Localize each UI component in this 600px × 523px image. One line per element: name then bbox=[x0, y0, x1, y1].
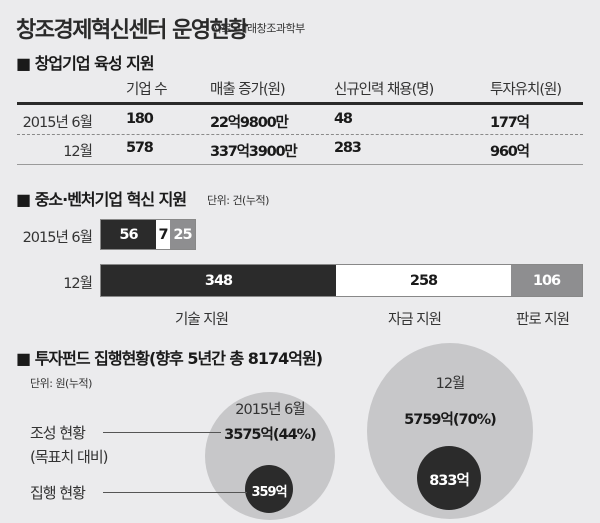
stacked-bar-dec: 348 258 106 bbox=[100, 264, 583, 297]
column-header-companies: 기업 수 bbox=[126, 82, 168, 98]
row-label-dec: 12월 bbox=[63, 144, 93, 160]
column-header-sales: 매출 증가(원) bbox=[210, 82, 286, 98]
column-header-investment: 투자유치(원) bbox=[490, 82, 562, 98]
cell: 48 bbox=[334, 111, 353, 127]
bar-segment-market: 25 bbox=[170, 220, 195, 249]
cell: 180 bbox=[126, 111, 154, 127]
section3-unit: 단위: 원(누적) bbox=[30, 377, 92, 390]
bar-segment-fund: 258 bbox=[336, 265, 511, 296]
bar-segment-market: 106 bbox=[511, 265, 582, 296]
table-top-rule bbox=[17, 102, 583, 105]
period-label-dec: 12월 bbox=[435, 376, 466, 392]
execution-value-dec: 833억 bbox=[429, 473, 470, 489]
legend-fund-support: 자금 지원 bbox=[388, 312, 442, 328]
bar-label-dec: 12월 bbox=[63, 276, 93, 292]
bar-segment-tech: 348 bbox=[101, 265, 336, 296]
cell: 283 bbox=[334, 140, 362, 156]
source-note: 자료: 미래창조과학부 bbox=[212, 22, 305, 35]
section2-title: ■ 중소·벤처기업 혁신 지원 bbox=[16, 190, 187, 209]
label-execution-status: 집행 현황 bbox=[30, 484, 86, 502]
section2-unit: 단위: 건(누적) bbox=[207, 194, 269, 207]
execution-value-2015-jun: 359억 bbox=[251, 485, 287, 500]
table-bottom-rule bbox=[17, 164, 583, 165]
stacked-bar-2015-jun: 56 7 25 bbox=[100, 219, 196, 250]
cell: 177억 bbox=[490, 115, 530, 131]
execution-circle-2015-jun bbox=[245, 465, 293, 513]
cell: 960억 bbox=[490, 144, 530, 160]
bar-segment-fund: 7 bbox=[156, 220, 170, 249]
bar-label-2015-jun: 2015년 6월 bbox=[22, 230, 93, 246]
cell: 337억3900만 bbox=[210, 144, 298, 160]
section1-title: ■ 창업기업 육성 지원 bbox=[16, 54, 155, 73]
bar-segment-tech: 56 bbox=[101, 220, 156, 249]
row-divider bbox=[17, 134, 583, 135]
formation-value-dec: 5759억(70%) bbox=[404, 412, 497, 428]
section3-title: ■ 투자펀드 집행현황(향후 5년간 총 8174억원) bbox=[16, 349, 323, 368]
execution-circle-dec bbox=[417, 446, 481, 510]
legend-market-support: 판로 지원 bbox=[516, 312, 570, 328]
row-label-2015-jun: 2015년 6월 bbox=[22, 115, 93, 131]
label-formation-sub: (목표치 대비) bbox=[30, 448, 108, 466]
leader-line-execution bbox=[103, 492, 247, 493]
label-formation-status: 조성 현황 bbox=[30, 424, 86, 442]
legend-tech-support: 기술 지원 bbox=[175, 312, 229, 328]
formation-value-2015-jun: 3575억(44%) bbox=[224, 427, 317, 443]
cell: 578 bbox=[126, 140, 154, 156]
column-header-hiring: 신규인력 채용(명) bbox=[334, 82, 434, 98]
period-label-2015-jun: 2015년 6월 bbox=[235, 402, 305, 418]
cell: 22억9800만 bbox=[210, 115, 289, 131]
chart-title: 창조경제혁신센터 운영현황 bbox=[16, 18, 249, 43]
leader-line-formation bbox=[103, 432, 221, 433]
